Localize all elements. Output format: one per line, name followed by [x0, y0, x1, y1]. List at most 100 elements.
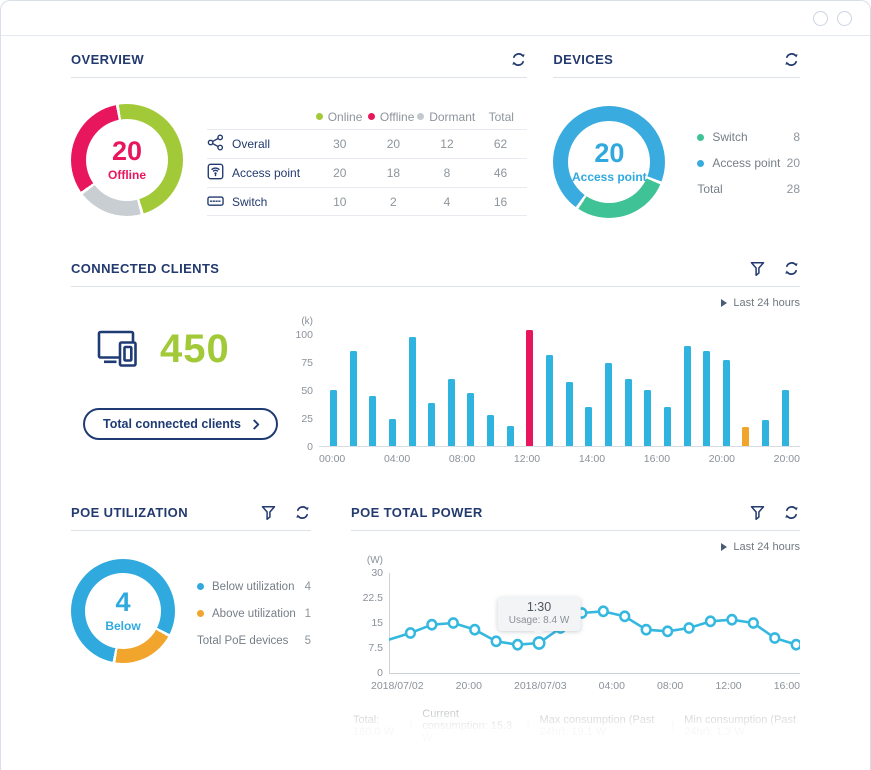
window-control-icon[interactable] [813, 10, 828, 26]
table-header-row: Online Offline Dormant Total [207, 104, 527, 129]
overview-status-table: Online Offline Dormant Total Overall 30 20 12 62… [207, 104, 528, 216]
filter-button[interactable] [261, 505, 276, 521]
data-point[interactable] [683, 622, 695, 634]
power-stats-bar: Total: 180.0 W | Current consumption: 15.3… [353, 708, 800, 744]
refresh-icon [785, 262, 798, 275]
legend-value: 28 [786, 182, 800, 196]
power-stat: Max consumption (Past 24hr): 19.1 W [539, 714, 655, 738]
refresh-button[interactable] [294, 504, 311, 521]
bar[interactable] [369, 395, 377, 446]
bar[interactable] [428, 403, 436, 446]
filter-button[interactable] [750, 261, 765, 277]
data-point[interactable] [426, 618, 438, 631]
range-label: Last 24 hours [733, 297, 800, 309]
bar[interactable] [663, 406, 671, 446]
bar[interactable] [565, 382, 573, 446]
bar[interactable] [742, 426, 750, 446]
bar[interactable] [624, 378, 632, 446]
legend-value: 4 [304, 580, 311, 593]
y-axis-tick: 75 [301, 357, 313, 369]
legend-label: Total PoE devices [197, 634, 289, 647]
refresh-button[interactable] [783, 51, 800, 68]
window-control-icon[interactable] [837, 10, 852, 26]
line-chart-x-axis: 2018/07/02 20:00 2018/07/03 04:00 08:00 12:00… [371, 680, 800, 692]
panel-title-top-information: TOP INFORMATION [71, 757, 198, 770]
triangle-icon[interactable] [721, 543, 728, 551]
bar[interactable] [762, 420, 770, 446]
bar[interactable] [722, 359, 730, 446]
legend-item: Access point 20 [697, 150, 800, 176]
row-label-text: Switch [232, 194, 268, 209]
refresh-icon [512, 53, 526, 66]
data-point[interactable] [661, 625, 674, 638]
tooltip-usage: Usage: 8.4 W [508, 615, 570, 626]
y-axis-tick: 7.5 [368, 642, 383, 654]
x-axis-label: 20:00 [708, 453, 735, 465]
row-label-text: Overall [232, 137, 271, 151]
triangle-icon[interactable] [721, 299, 728, 307]
refresh-button[interactable] [783, 504, 800, 521]
tooltip-time: 1:30 [526, 600, 552, 614]
bar[interactable] [467, 393, 475, 446]
legend-value: 20 [786, 156, 800, 170]
x-axis-label: 00:00 [319, 453, 346, 465]
poe-power-line-chart: (W) 1:30 Usage: 8.4 W 0 7.5 15 22.5 30 [351, 553, 800, 679]
total-connected-clients-button[interactable]: Total connected clients [83, 408, 278, 440]
y-axis-tick: 0 [307, 441, 313, 453]
more-menu-icon[interactable]: ••• [784, 756, 800, 766]
bar[interactable] [644, 390, 652, 446]
poe-donut-label: Below [105, 619, 141, 633]
bar[interactable] [349, 350, 357, 446]
bar[interactable] [585, 406, 593, 446]
data-point[interactable] [769, 632, 781, 644]
column-header-online: Online [313, 110, 365, 124]
bar[interactable] [408, 337, 416, 446]
bar[interactable] [546, 355, 554, 446]
panel-title-overview: OVERVIEW [71, 52, 145, 67]
data-point[interactable] [704, 615, 717, 628]
refresh-icon [785, 53, 798, 66]
data-point[interactable] [597, 605, 609, 618]
bar[interactable] [781, 390, 789, 446]
panel-title-poe-utilization: POE UTILIZATION [71, 505, 188, 520]
filter-button[interactable] [750, 505, 765, 521]
bar[interactable] [506, 425, 514, 446]
connected-clients-summary: 450 Total connected clients [71, 311, 283, 465]
data-point[interactable] [447, 617, 459, 629]
legend-item: Total PoE devices 5 [197, 627, 311, 654]
bar[interactable] [683, 346, 691, 446]
table-row: Overall 30 20 12 62 [207, 129, 528, 158]
x-axis-label: 12:00 [513, 453, 541, 465]
table-cell-value: 16 [493, 194, 508, 209]
bar[interactable] [330, 390, 337, 446]
data-point[interactable] [726, 613, 738, 626]
data-point[interactable] [469, 623, 481, 636]
data-point[interactable] [532, 636, 546, 650]
table-cell-value: 12 [440, 137, 454, 151]
refresh-button[interactable] [783, 260, 800, 277]
bar[interactable] [604, 363, 612, 446]
data-point[interactable] [511, 638, 524, 651]
bar[interactable] [487, 414, 495, 446]
y-axis-tick: 22.5 [362, 592, 383, 604]
data-point[interactable] [490, 635, 502, 648]
panel-connected-clients: CONNECTED CLIENTS [71, 249, 800, 465]
bar[interactable] [447, 378, 455, 446]
table-cell-value: 18 [386, 166, 401, 180]
data-point[interactable] [640, 623, 652, 636]
data-point[interactable] [619, 610, 631, 623]
y-axis-tick: 30 [371, 567, 383, 579]
data-point[interactable] [404, 627, 417, 639]
column-header-label: Offline [379, 109, 415, 124]
bar[interactable] [703, 350, 711, 446]
data-point[interactable] [747, 617, 759, 629]
data-point[interactable] [790, 638, 800, 651]
x-axis-label: 20:00 [455, 680, 482, 692]
bar[interactable] [388, 419, 396, 446]
range-label: Last 24 hours [733, 541, 800, 553]
devices-donut-value: 20 [594, 138, 625, 168]
bar[interactable] [526, 329, 534, 446]
refresh-button[interactable] [510, 51, 527, 68]
line-chart-svg [389, 573, 800, 674]
